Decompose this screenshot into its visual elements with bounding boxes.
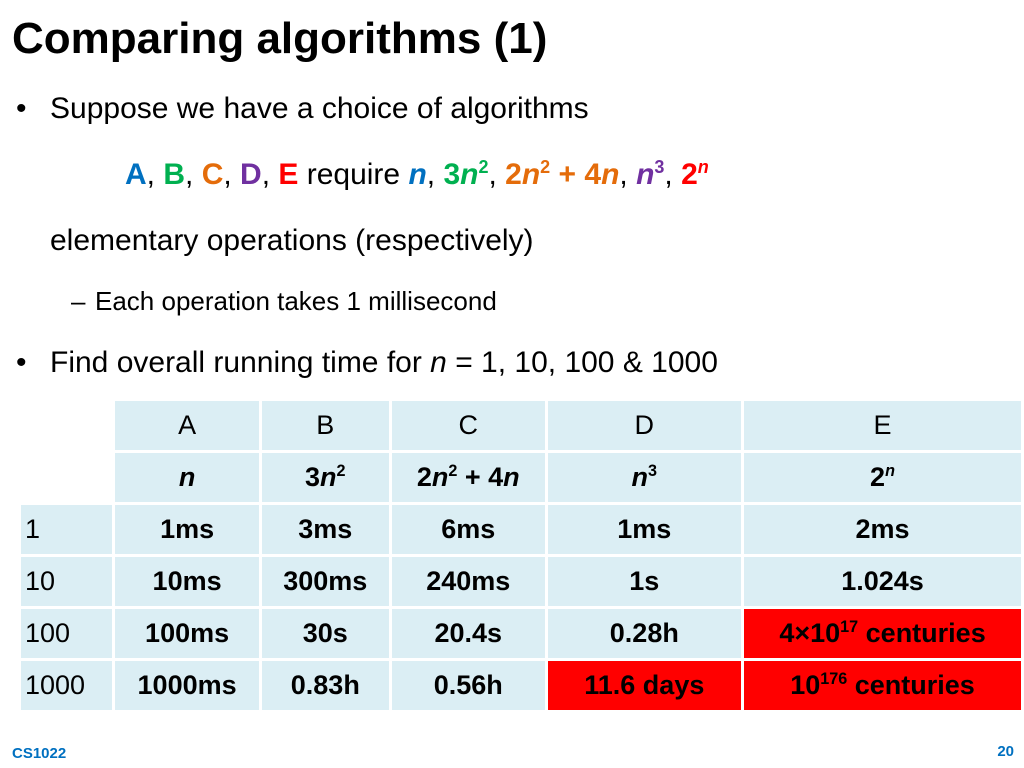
seg: n xyxy=(521,158,541,191)
seg: n xyxy=(430,346,447,379)
value-cell: 1000ms xyxy=(112,658,262,713)
formula-cell: n xyxy=(112,450,262,505)
seg: Find overall running time for xyxy=(50,346,431,379)
row-label: 10 xyxy=(17,554,116,609)
seg: 2 xyxy=(540,157,551,177)
value-cell: 11.6 days xyxy=(544,658,745,713)
seg: E xyxy=(278,158,299,191)
value-cell: 1ms xyxy=(544,502,745,557)
value-cell: 0.83h xyxy=(258,658,392,713)
seg: n xyxy=(636,158,655,191)
seg: 4×10 xyxy=(779,618,841,648)
title: Comparing algorithms (1) xyxy=(12,14,548,63)
bullet: Find overall running time for n = 1, 10,… xyxy=(16,346,718,380)
page-number: 20 xyxy=(997,743,1014,760)
header-cell: C xyxy=(388,398,548,453)
seg: C xyxy=(201,158,224,191)
seg: , xyxy=(426,158,444,191)
seg: n xyxy=(460,158,479,191)
sub-bullet: Each operation takes 1 millisecond xyxy=(71,286,497,317)
seg: 3 xyxy=(648,462,658,480)
header-cell: D xyxy=(544,398,745,453)
value-cell: 0.56h xyxy=(388,658,548,713)
table-row: 1000 1000ms 0.83h 0.56h 11.6 days 10176 centu… xyxy=(17,658,1024,713)
seg: 2 xyxy=(681,158,698,191)
seg: = 1, 10, 100 & 1000 xyxy=(446,346,718,379)
algorithm-line: A, B, C, D, E require n, 3n2, 2n2 + 4n, … xyxy=(125,158,709,192)
seg: , xyxy=(261,158,279,191)
formula-cell: 2n2 + 4n xyxy=(388,450,548,505)
seg: , xyxy=(664,158,682,191)
seg: centuries xyxy=(858,618,986,648)
seg: D xyxy=(240,158,262,191)
seg: 2 xyxy=(870,462,886,492)
seg: n xyxy=(885,462,895,480)
table-row: 1 1ms 3ms 6ms 1ms 2ms xyxy=(17,502,1024,557)
value-cell: 100ms xyxy=(112,606,262,661)
seg: 3 xyxy=(443,158,461,191)
value-cell: 10176 centuries xyxy=(741,658,1024,713)
seg: n xyxy=(601,158,620,191)
value-cell: 1s xyxy=(544,554,745,609)
value-cell: 3ms xyxy=(258,502,392,557)
seg: 17 xyxy=(840,618,859,636)
seg: centuries xyxy=(847,670,975,700)
seg: require xyxy=(298,158,409,191)
value-cell: 10ms xyxy=(112,554,262,609)
table-row: 100 100ms 30s 20.4s 0.28h 4×1017 centuries xyxy=(17,606,1024,661)
seg: 10 xyxy=(790,670,821,700)
value-cell: 0.28h xyxy=(544,606,745,661)
results-table: A B C D E n 3n2 2n2 + 4n n3 2n 1 1ms 3ms 6m… xyxy=(17,398,1024,713)
seg: , xyxy=(488,158,506,191)
value-cell: 1.024s xyxy=(741,554,1024,609)
table-row: 10 10ms 300ms 240ms 1s 1.024s xyxy=(17,554,1024,609)
seg: n xyxy=(697,157,709,177)
seg: n xyxy=(320,462,337,492)
line: elementary operations (respectively) xyxy=(50,224,534,257)
seg: n xyxy=(503,462,520,492)
seg: 3 xyxy=(305,462,321,492)
seg: , xyxy=(619,158,637,191)
value-cell: 30s xyxy=(258,606,392,661)
header-cell: A xyxy=(112,398,262,453)
seg: B xyxy=(163,158,186,191)
seg: + 4 xyxy=(457,462,504,492)
seg: n xyxy=(408,158,427,191)
seg: 176 xyxy=(820,670,848,688)
formula-cell: 3n2 xyxy=(258,450,392,505)
seg: n xyxy=(885,462,895,480)
row-label: 100 xyxy=(17,606,116,661)
value-cell: 2ms xyxy=(741,502,1024,557)
seg: + 4 xyxy=(550,158,602,191)
seg: A xyxy=(125,158,147,191)
value-cell: 240ms xyxy=(388,554,548,609)
value-cell: 6ms xyxy=(388,502,548,557)
value-cell: 20.4s xyxy=(388,606,548,661)
seg: , xyxy=(146,158,164,191)
value-cell: 1ms xyxy=(112,502,262,557)
seg: n xyxy=(178,462,196,492)
value-cell: 300ms xyxy=(258,554,392,609)
bullet: Suppose we have a choice of algorithms xyxy=(16,92,589,126)
header-cell: E xyxy=(741,398,1024,453)
formula-cell: 2n xyxy=(741,450,1024,505)
seg: 3 xyxy=(654,157,665,177)
seg: n xyxy=(431,462,449,492)
seg: , xyxy=(185,158,202,191)
seg: n xyxy=(698,157,709,177)
header-cell: B xyxy=(258,398,392,453)
seg: 2 xyxy=(478,157,489,177)
value-cell: 4×1017 centuries xyxy=(741,606,1024,661)
seg: 2 xyxy=(416,462,432,492)
seg: 2 xyxy=(448,462,458,480)
course-label: CS1022 xyxy=(12,745,67,762)
seg: n xyxy=(631,462,649,492)
row-label: 1000 xyxy=(17,658,116,713)
seg: 2 xyxy=(336,462,346,480)
seg: 2 xyxy=(505,158,522,191)
row-label: 1 xyxy=(17,502,116,557)
formula-cell: n3 xyxy=(544,450,745,505)
seg: , xyxy=(223,158,241,191)
